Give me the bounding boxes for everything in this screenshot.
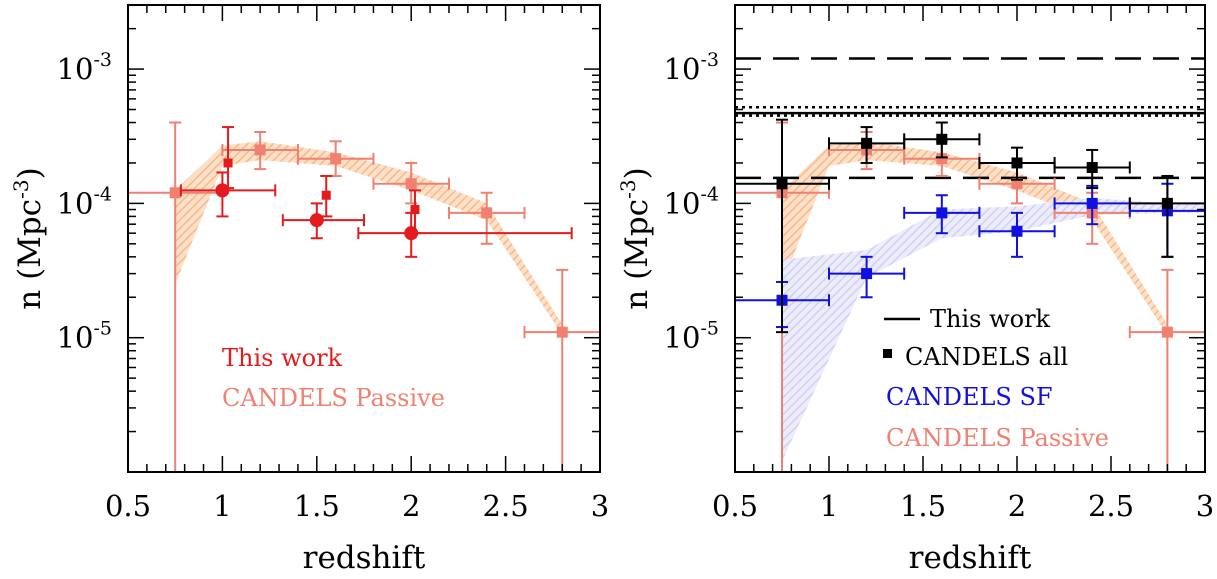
y-tick-label: 10-3 [664,49,719,86]
y-tick-exponent: -4 [700,183,719,205]
shaded-band [782,141,1168,335]
x-tick-label: 1.5 [294,489,340,523]
y-axis-label: n (Mpc-3) [616,167,655,309]
data-point [556,326,568,338]
legend-entry: CANDELS Passive [222,384,445,412]
data-point [309,213,324,228]
legend-entry: CANDELS all [905,343,1068,371]
x-axis-label: redshift [303,540,426,576]
x-tick-label: 2.5 [483,489,529,523]
data-point [1161,197,1173,209]
data-point [1011,225,1023,237]
y-axis-label-close: ) [619,167,655,179]
x-tick-label: 2 [402,489,420,523]
legend-entry: CANDELS SF [886,383,1053,411]
data-point [405,178,417,190]
x-tick-label: 1 [213,489,231,523]
legend-entry: This work [930,305,1051,333]
y-tick-exponent: -3 [93,49,112,71]
x-tick-label: 0.5 [105,489,151,523]
data-point [1161,326,1173,338]
data-point [223,158,233,168]
data-point [1011,157,1023,169]
x-tick-label: 3 [1196,489,1214,523]
data-point [254,144,266,156]
shaded-band [782,197,1205,462]
data-point [481,207,493,219]
data-point [1011,178,1023,190]
x-axis-label: redshift [909,540,1032,576]
y-tick-label: 10-4 [664,183,719,220]
data-point [861,137,873,149]
data-point [861,268,873,280]
plot-frame [734,4,1206,473]
x-tick-label: 0.5 [712,489,758,523]
data-point [1086,197,1098,209]
legend-entry: This work [222,344,343,372]
y-axis-label: n (Mpc-3) [9,167,48,309]
data-point [936,153,948,165]
legend-entry: CANDELS Passive [886,424,1109,452]
legend-square-symbol [883,349,892,358]
y-tick-label: 10-4 [57,183,112,220]
data-point [410,205,420,215]
data-point [215,183,230,198]
data-point [936,133,948,145]
y-tick-label: 10-5 [664,318,719,355]
x-tick-label: 1 [820,489,838,523]
y-tick-exponent: -5 [700,318,719,340]
data-point [330,153,342,165]
y-tick-label: 10-3 [57,49,112,86]
x-tick-label: 2.5 [1088,489,1134,523]
shaded-band [175,141,563,335]
x-tick-label: 3 [591,489,609,523]
y-tick-exponent: -3 [700,49,719,71]
y-tick-exponent: -5 [93,318,112,340]
data-point [936,207,948,219]
y-axis-label-main: n (Mpc [12,199,48,310]
data-point [321,190,331,200]
y-axis-label-close: ) [12,167,48,179]
data-point [169,187,181,199]
y-axis-label-exponent: -3 [616,179,640,198]
y-tick-label: 10-5 [57,318,112,355]
plot-frame [127,4,601,473]
x-tick-label: 1.5 [900,489,946,523]
data-point [776,178,788,190]
y-axis-label-main: n (Mpc [619,199,655,310]
y-axis-label-exponent: -3 [9,179,33,198]
x-tick-label: 2 [1008,489,1026,523]
data-point [1086,162,1098,174]
data-point [404,226,419,241]
y-tick-exponent: -4 [93,183,112,205]
